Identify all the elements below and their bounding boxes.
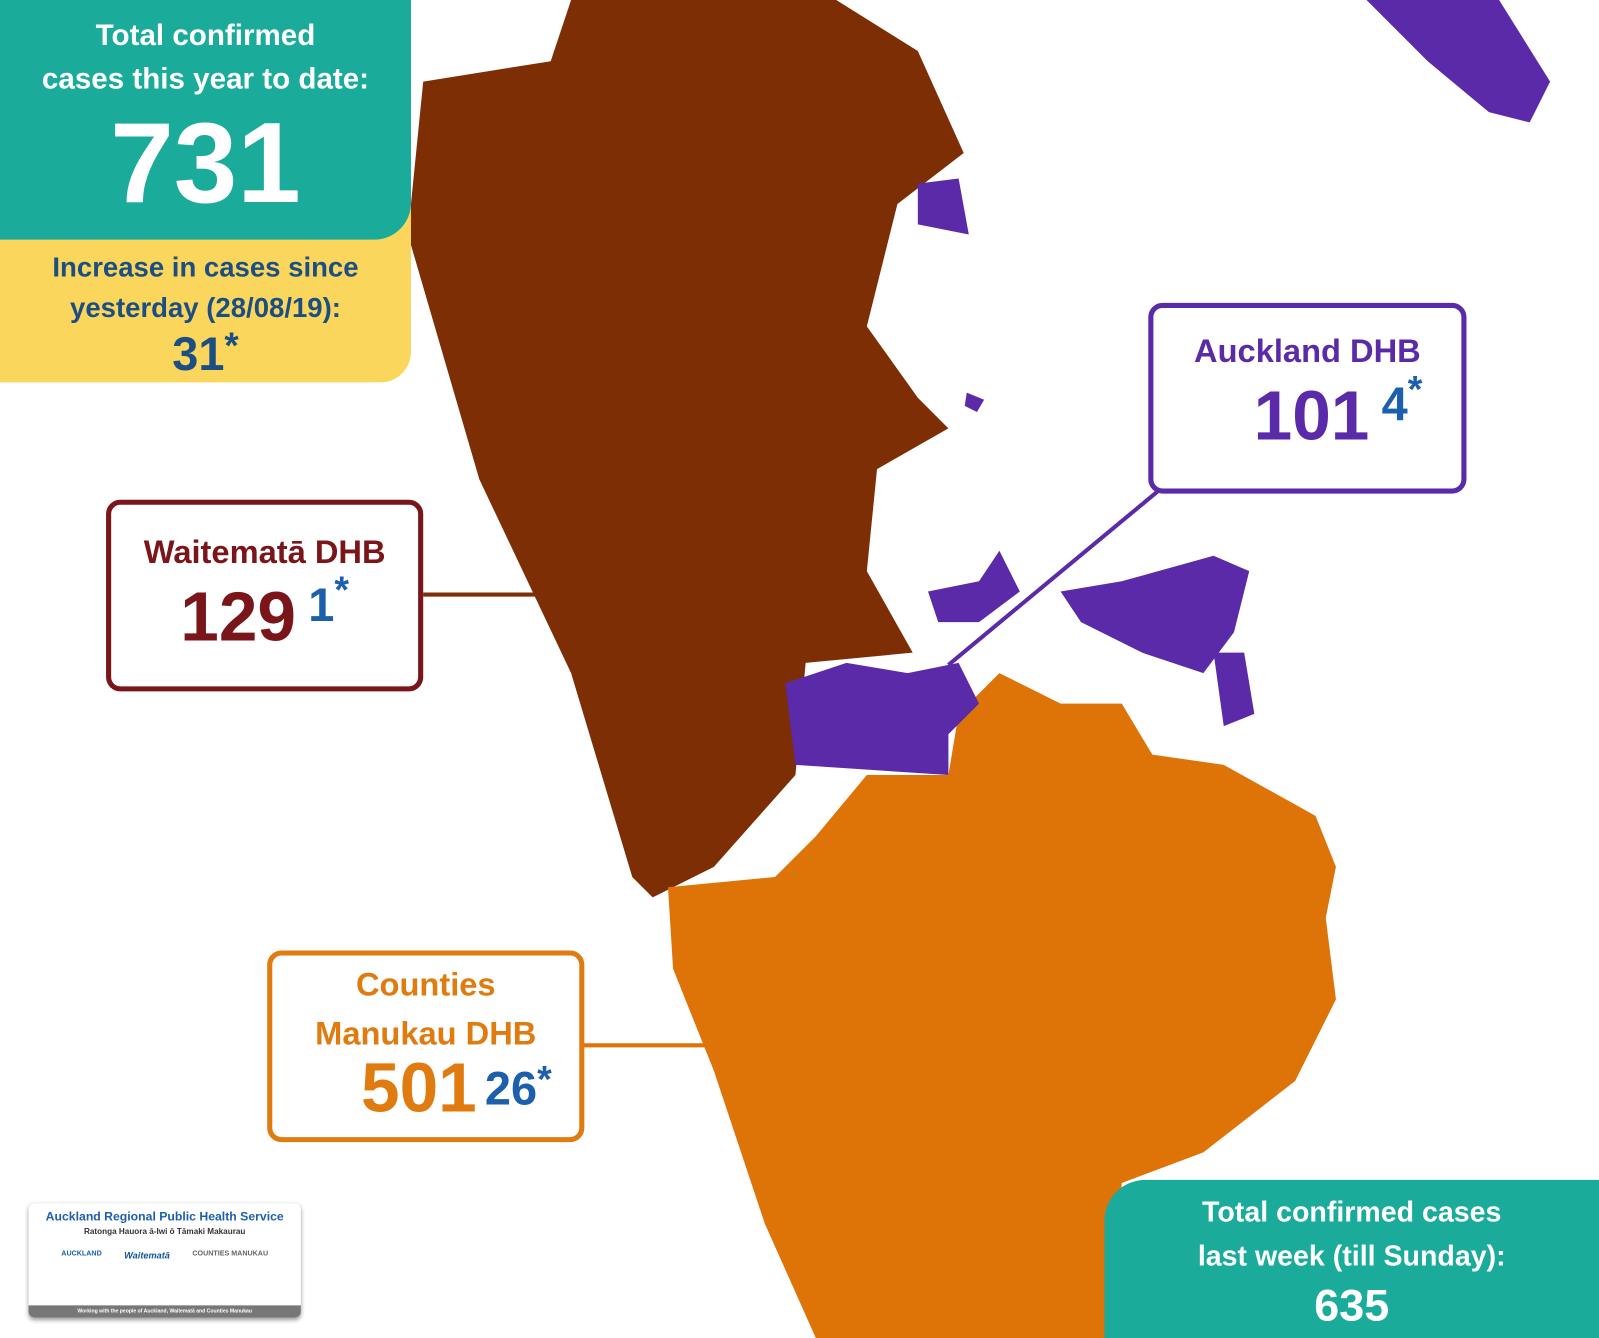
total-value: 731: [110, 98, 301, 227]
total-title: cases this year to date:: [41, 63, 370, 96]
increase-value: 1: [308, 578, 335, 632]
region-increase: 1 *: [308, 569, 349, 632]
logo-row: AUCKLAND Waitematā COUNTIES MANUKAU: [61, 1250, 268, 1260]
auckland-island: [917, 178, 969, 235]
total-title: Total confirmed: [95, 19, 316, 53]
increase-figure: 31 *: [172, 324, 238, 381]
auckland-island: [964, 392, 985, 412]
logo-panel: Auckland Regional Public Health Service …: [28, 1203, 301, 1318]
counties-region: [667, 673, 1336, 1338]
increase-mark: *: [1407, 368, 1423, 410]
auckland-island: [1366, 0, 1551, 123]
logo-tagline: Working with the people of Auckland, Wai…: [28, 1305, 301, 1318]
auckland-island: [1213, 652, 1255, 727]
region-figures: 501 26 *: [361, 1049, 552, 1127]
week-value: 635: [1314, 1280, 1390, 1331]
auckland-island: [928, 550, 1020, 623]
region-cases: 129: [180, 578, 297, 656]
increase-value: 4: [1381, 377, 1408, 431]
week-box: Total confirmed cases last week (till Su…: [1104, 1179, 1599, 1338]
region-cases: 501: [361, 1049, 477, 1127]
increase-value: 31: [172, 327, 225, 381]
increase-title: Increase in cases since: [52, 251, 359, 283]
total-box: Total confirmed cases this year to date:…: [0, 0, 411, 240]
logo: Waitematā: [124, 1250, 170, 1261]
region-box: Counties Manukau DHB 501 26 *: [267, 950, 585, 1143]
region-increase: 26 *: [485, 1058, 552, 1119]
logo: COUNTIES MANUKAU: [192, 1250, 269, 1258]
auckland-region: [785, 662, 980, 776]
region-box: Waitematā DHB 129 1 *: [106, 499, 424, 692]
increase-mark: *: [334, 569, 349, 611]
increase-mark: *: [537, 1058, 552, 1101]
connector: [947, 489, 1159, 667]
region-increase: 4 *: [1381, 368, 1423, 431]
region-cases: 101: [1253, 377, 1370, 455]
week-title: last week (till Sunday):: [1197, 1240, 1506, 1272]
logo: AUCKLAND: [61, 1250, 102, 1258]
region-figures: 101 4 *: [1253, 368, 1423, 456]
region-name: Counties: [355, 965, 496, 1003]
region-box: Auckland DHB 101 4 *: [1148, 302, 1467, 494]
auckland-island: [1060, 555, 1250, 674]
logo-subtitle: Ratonga Hauora ā-Iwi ō Tāmaki Makaurau: [83, 1226, 246, 1236]
waitemata-region: [407, 0, 964, 898]
week-title: Total confirmed cases: [1202, 1196, 1502, 1228]
increase-title: yesterday (28/08/19):: [70, 292, 341, 324]
region-name: Manukau DHB: [315, 1014, 537, 1052]
increase-mark: *: [224, 324, 239, 367]
region-name: Auckland DHB: [1194, 332, 1421, 370]
logo-title: Auckland Regional Public Health Service: [45, 1209, 284, 1224]
increase-value: 26: [484, 1061, 538, 1115]
region-name: Waitematā DHB: [143, 533, 386, 571]
region-figures: 129 1 *: [180, 569, 349, 657]
